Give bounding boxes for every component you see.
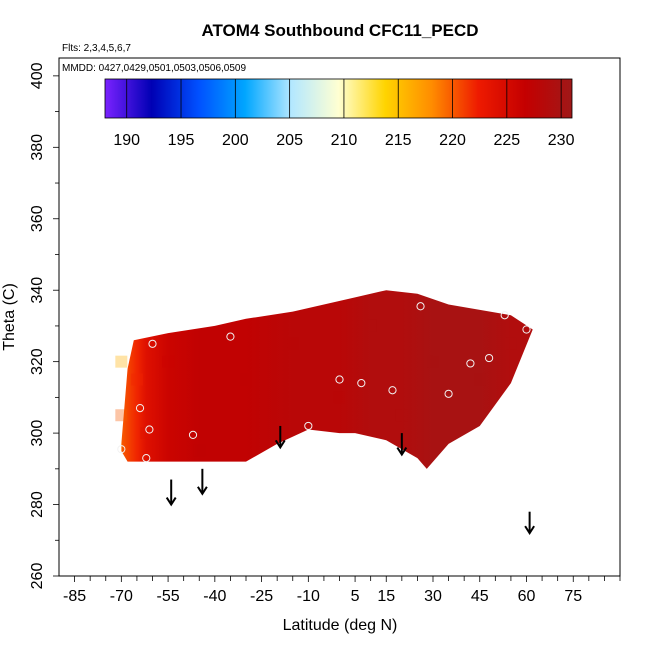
heatmap-field [115, 290, 533, 469]
heatmap-cell [193, 444, 206, 457]
colorbar-tick-label: 230 [548, 132, 575, 149]
x-tick-label: 60 [518, 588, 536, 605]
colorbar-tick-label: 220 [439, 132, 466, 149]
sample-point [188, 430, 198, 439]
colorbar-tick-label: 210 [331, 132, 358, 149]
sample-point [522, 325, 531, 334]
x-tick-label: -85 [63, 588, 86, 605]
sample-point [148, 339, 157, 348]
heatmap-cell [130, 373, 143, 386]
arrow-head [165, 497, 177, 507]
x-tick-label: -10 [297, 588, 320, 605]
heatmap-cell [162, 355, 175, 368]
sample-point [226, 332, 235, 341]
y-axis-title: Theta (C) [1, 283, 18, 351]
heatmap-cell [333, 391, 346, 404]
x-tick-label: -25 [250, 588, 273, 605]
arrow-head [396, 446, 408, 457]
sample-point [416, 302, 425, 311]
y-tick-label: 280 [29, 491, 46, 518]
colorbar-tick-label: 215 [385, 132, 412, 149]
sample-point [388, 386, 397, 395]
heatmap-cell [395, 409, 408, 422]
sample-point [304, 421, 313, 431]
y-tick-label: 320 [29, 348, 46, 375]
x-tick-label: 30 [424, 588, 442, 605]
x-tick-label: -70 [110, 588, 133, 605]
sample-point [466, 359, 475, 368]
down-arrow [165, 479, 177, 507]
heatmap-cell [115, 355, 128, 368]
heatmap-cell [115, 409, 128, 422]
y-tick-label: 380 [29, 134, 46, 161]
x-tick-label: -40 [203, 588, 226, 605]
chart-title: ATOM4 Southbound CFC11_PECD [201, 21, 478, 40]
colorbar-tick-label: 195 [168, 132, 195, 149]
x-axis: -85 -70 -55 -40 -25 -10 5 15 30 45 60 75 [63, 576, 621, 605]
y-tick-label: 260 [29, 563, 46, 590]
flight-arrows [165, 425, 535, 535]
flights-note: Flts: 2,3,4,5,6,7 [62, 43, 131, 54]
y-tick-label: 400 [29, 62, 46, 89]
sample-points [117, 302, 531, 463]
dates-note: MMDD: 0427,0429,0501,0503,0506,0509 [62, 63, 246, 74]
down-arrow [524, 511, 535, 535]
sample-point [500, 311, 509, 320]
sample-point [117, 445, 126, 454]
x-tick-label: 15 [377, 588, 395, 605]
x-axis-title: Latitude (deg N) [283, 617, 398, 634]
heatmap-cell [240, 373, 252, 386]
sample-point [485, 353, 494, 363]
y-tick-label: 360 [29, 205, 46, 232]
x-tick-label: -55 [157, 588, 180, 605]
heatmap-region [121, 290, 533, 469]
sample-point [142, 454, 151, 463]
sample-point [135, 403, 145, 413]
heatmap-cell [504, 337, 517, 350]
sample-point [145, 425, 154, 434]
heatmap-cell [140, 427, 153, 440]
down-arrow [274, 425, 286, 450]
sample-point [444, 389, 453, 398]
arrow-head [197, 486, 208, 496]
heatmap-cell [427, 355, 439, 368]
arrow-head [274, 439, 286, 450]
colorbar-tick-label: 205 [276, 132, 303, 149]
y-axis: 260 280 300 320 340 360 380 400 [29, 62, 59, 589]
colorbar-tick-label: 225 [493, 132, 520, 149]
y-tick-label: 340 [29, 277, 46, 304]
heatmap-cell [473, 373, 486, 386]
colorbar-tick-label: 200 [222, 132, 249, 149]
colorbar-gradient [104, 78, 573, 119]
x-tick-label: 75 [564, 588, 582, 605]
colorbar-ticks: 190 195 200 205 210 215 220 225 230 [113, 79, 575, 149]
colorbar: 190 195 200 205 210 215 220 225 230 [104, 78, 575, 149]
down-arrow [197, 468, 208, 496]
sample-point [335, 375, 344, 384]
sample-point [357, 378, 366, 388]
y-tick-label: 300 [29, 420, 46, 447]
arrow-head [524, 525, 535, 535]
heatmap-cell [364, 319, 377, 332]
x-tick-label: 5 [351, 588, 360, 605]
x-tick-label: 45 [471, 588, 489, 605]
colorbar-tick-label: 190 [113, 132, 140, 149]
down-arrow [396, 433, 408, 457]
heatmap-cell [286, 337, 299, 350]
